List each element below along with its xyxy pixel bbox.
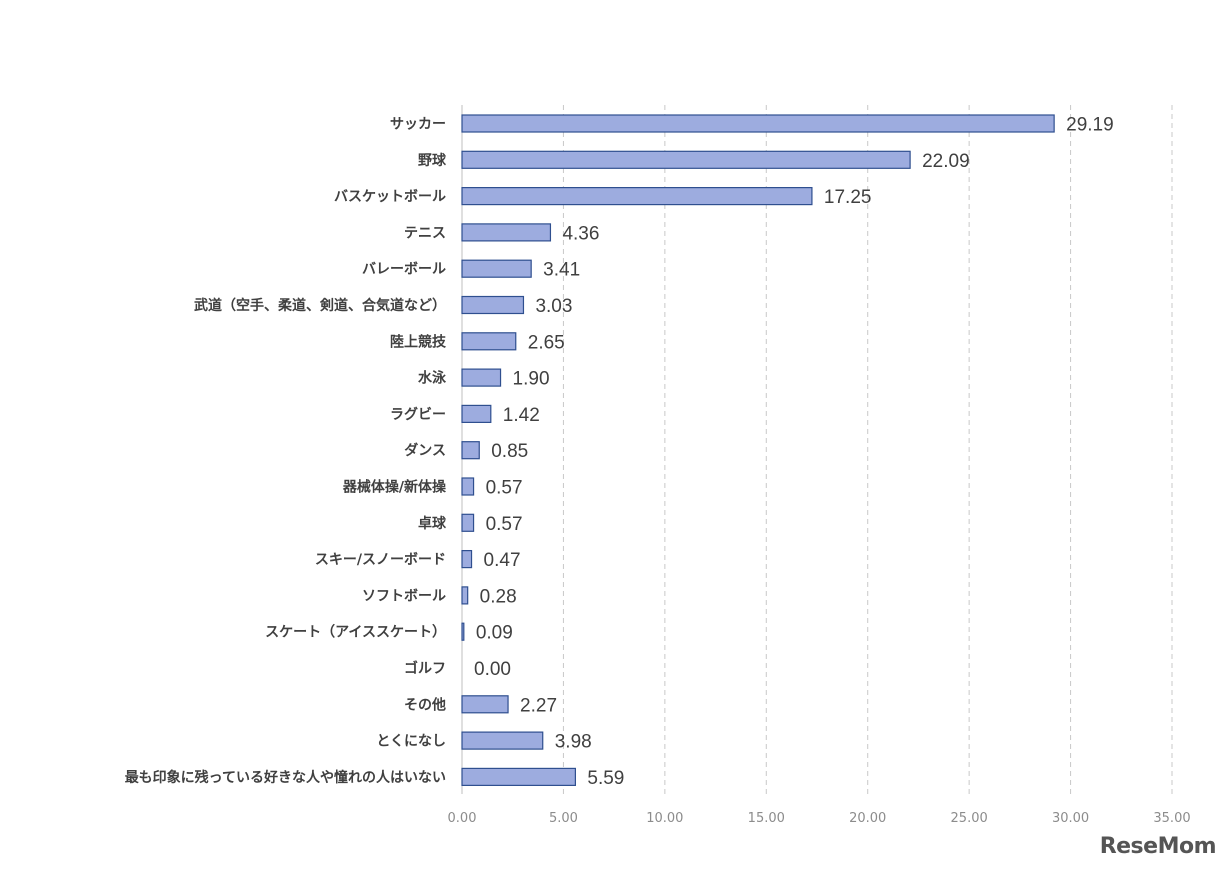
category-label: 陸上競技 bbox=[390, 333, 447, 350]
category-label: ゴルフ bbox=[404, 660, 446, 677]
bar bbox=[461, 586, 469, 605]
bar bbox=[461, 731, 544, 750]
bar bbox=[461, 368, 502, 387]
bar bbox=[461, 187, 813, 206]
data-label: 3.98 bbox=[555, 732, 592, 753]
category-label: バレーボール bbox=[362, 262, 446, 278]
category-label: 器械体操/新体操 bbox=[342, 479, 447, 496]
category-label: テニス bbox=[404, 225, 446, 241]
bar bbox=[461, 332, 517, 351]
data-label: 0.57 bbox=[486, 514, 523, 535]
category-label: 野球 bbox=[418, 152, 447, 169]
bar bbox=[461, 404, 492, 423]
category-label: 最も印象に残っている好きな人や憧れの人はいない bbox=[125, 769, 446, 786]
x-tick-label: 30.00 bbox=[1052, 811, 1089, 826]
bar bbox=[461, 767, 576, 787]
category-label: 卓球 bbox=[418, 515, 447, 532]
category-label: サッカー bbox=[390, 117, 446, 133]
category-label: 水泳 bbox=[418, 370, 447, 387]
data-label: 0.57 bbox=[486, 478, 523, 499]
data-label: 4.36 bbox=[562, 223, 599, 244]
x-tick-label: 35.00 bbox=[1153, 811, 1190, 826]
bar bbox=[461, 259, 532, 278]
data-label: 22.09 bbox=[922, 151, 970, 172]
bar bbox=[461, 549, 473, 569]
data-label: 3.03 bbox=[535, 296, 572, 317]
data-label: 5.59 bbox=[587, 768, 624, 789]
category-label: とくになし bbox=[376, 734, 446, 750]
bar bbox=[461, 114, 1055, 133]
data-label: 1.90 bbox=[513, 369, 550, 390]
data-label: 0.47 bbox=[484, 550, 521, 571]
category-label: ラグビー bbox=[390, 406, 446, 423]
x-tick-label: 5.00 bbox=[549, 811, 578, 826]
bar bbox=[461, 477, 475, 496]
category-label: ダンス bbox=[404, 442, 446, 459]
data-label: 1.42 bbox=[503, 405, 540, 426]
x-tick-label: 10.00 bbox=[646, 811, 683, 826]
bar bbox=[461, 513, 475, 532]
x-tick-label: 25.00 bbox=[951, 811, 988, 826]
category-label: その他 bbox=[404, 696, 446, 713]
x-tick-label: 20.00 bbox=[849, 811, 886, 826]
data-label: 0.85 bbox=[491, 441, 528, 462]
watermark-logo: ReseMom bbox=[1099, 834, 1217, 859]
bar bbox=[461, 695, 509, 714]
category-label: スキー/スノーボード bbox=[315, 552, 446, 568]
data-label: 2.65 bbox=[528, 332, 565, 353]
data-label: 0.00 bbox=[474, 659, 511, 680]
data-label: 29.19 bbox=[1066, 115, 1114, 136]
data-label: 0.28 bbox=[480, 586, 517, 607]
category-label: バスケットボール bbox=[334, 189, 446, 205]
category-label: ソフトボール bbox=[362, 588, 446, 604]
category-label: 武道（空手、柔道、剣道、合気道など） bbox=[194, 297, 446, 314]
category-label: スケート（アイススケート） bbox=[265, 625, 446, 641]
data-label: 2.27 bbox=[520, 695, 557, 716]
bar bbox=[461, 295, 525, 315]
data-label: 0.09 bbox=[476, 623, 513, 644]
x-tick-label: 15.00 bbox=[748, 811, 785, 826]
bar bbox=[461, 223, 552, 242]
x-tick-label: 0.00 bbox=[448, 811, 477, 826]
bar bbox=[461, 622, 465, 641]
bar bbox=[461, 441, 480, 460]
bar bbox=[461, 150, 911, 169]
data-label: 3.41 bbox=[543, 260, 580, 281]
data-label: 17.25 bbox=[824, 187, 872, 208]
